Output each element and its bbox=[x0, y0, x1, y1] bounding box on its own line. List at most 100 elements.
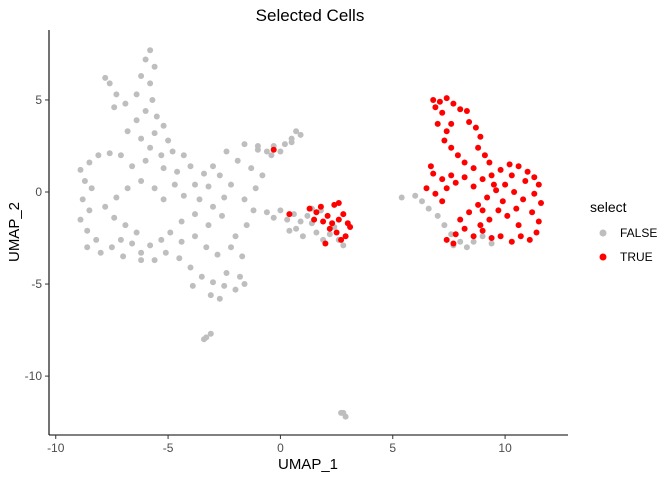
point-true bbox=[434, 120, 441, 127]
point-true bbox=[427, 163, 434, 170]
point-false bbox=[207, 292, 214, 299]
point-false bbox=[259, 172, 266, 179]
point-false bbox=[263, 148, 270, 155]
chart-title: Selected Cells bbox=[256, 6, 365, 25]
point-true bbox=[497, 166, 504, 173]
point-true bbox=[538, 200, 544, 206]
point-true bbox=[443, 95, 450, 102]
point-true bbox=[457, 106, 464, 113]
point-false bbox=[216, 295, 223, 302]
point-false bbox=[297, 131, 304, 138]
point-true bbox=[493, 187, 500, 194]
point-false bbox=[86, 159, 93, 166]
point-true bbox=[517, 233, 524, 240]
point-false bbox=[142, 108, 149, 114]
point-true bbox=[524, 168, 531, 175]
point-false bbox=[133, 91, 140, 98]
point-true bbox=[286, 211, 293, 218]
point-true bbox=[450, 240, 457, 247]
point-true bbox=[270, 146, 277, 153]
point-false bbox=[338, 409, 345, 416]
point-true bbox=[513, 205, 520, 212]
point-false bbox=[237, 273, 243, 280]
point-false bbox=[147, 242, 154, 249]
point-true bbox=[329, 220, 336, 227]
ticks-layer: -10 -5 0 5 10 -10 -5 0 5 bbox=[25, 93, 512, 455]
point-true bbox=[511, 189, 518, 195]
legend: select FALSE TRUE bbox=[590, 199, 657, 264]
point-true bbox=[508, 172, 515, 179]
point-false bbox=[201, 336, 207, 343]
point-false bbox=[268, 152, 275, 159]
point-true bbox=[479, 207, 486, 214]
y-axis-title: UMAP_2 bbox=[6, 202, 23, 262]
legend-key-false bbox=[599, 229, 607, 237]
point-true bbox=[520, 196, 527, 203]
point-false bbox=[133, 117, 140, 124]
point-false bbox=[160, 196, 167, 203]
point-true bbox=[340, 211, 347, 218]
point-false bbox=[214, 251, 221, 258]
point-true bbox=[535, 218, 542, 225]
point-false bbox=[192, 233, 198, 240]
point-false bbox=[95, 152, 102, 159]
point-false bbox=[228, 181, 234, 188]
point-false bbox=[479, 233, 486, 240]
point-true bbox=[475, 201, 482, 208]
point-false bbox=[117, 236, 124, 243]
point-true bbox=[522, 178, 529, 184]
point-true bbox=[439, 176, 446, 183]
point-false bbox=[147, 47, 154, 54]
point-true bbox=[439, 109, 446, 116]
point-false bbox=[178, 238, 185, 245]
point-false bbox=[88, 185, 95, 192]
point-false bbox=[248, 165, 255, 172]
point-false bbox=[281, 141, 288, 148]
point-false bbox=[122, 222, 129, 229]
point-false bbox=[111, 104, 118, 111]
series-false bbox=[77, 47, 495, 420]
point-false bbox=[207, 330, 214, 337]
point-true bbox=[452, 231, 459, 238]
point-false bbox=[174, 168, 181, 175]
point-false bbox=[124, 128, 131, 135]
point-true bbox=[430, 97, 437, 103]
point-false bbox=[223, 270, 230, 276]
point-true bbox=[475, 144, 482, 151]
point-true bbox=[461, 225, 468, 232]
point-false bbox=[239, 253, 246, 260]
point-false bbox=[192, 211, 198, 218]
point-false bbox=[297, 218, 304, 225]
y-tick-label: 5 bbox=[35, 93, 42, 107]
point-true bbox=[515, 222, 522, 229]
point-false bbox=[234, 157, 241, 164]
point-false bbox=[142, 56, 149, 63]
point-true bbox=[515, 163, 522, 170]
point-true bbox=[335, 200, 342, 206]
point-true bbox=[463, 108, 470, 114]
point-false bbox=[167, 229, 174, 236]
point-false bbox=[201, 170, 207, 177]
point-false bbox=[129, 240, 136, 247]
point-true bbox=[454, 152, 461, 159]
point-false bbox=[81, 178, 88, 184]
point-false bbox=[97, 249, 104, 256]
point-false bbox=[165, 137, 172, 144]
point-false bbox=[77, 166, 84, 173]
point-true bbox=[470, 233, 477, 240]
point-false bbox=[149, 97, 156, 103]
point-true bbox=[479, 176, 486, 183]
point-false bbox=[160, 122, 167, 129]
point-false bbox=[180, 152, 187, 159]
point-false bbox=[277, 148, 284, 155]
point-true bbox=[486, 159, 493, 166]
legend-title: select bbox=[590, 199, 627, 215]
point-false bbox=[117, 152, 124, 159]
point-false bbox=[210, 279, 216, 286]
point-false bbox=[86, 207, 93, 214]
point-false bbox=[142, 157, 149, 164]
point-false bbox=[241, 141, 248, 148]
point-true bbox=[338, 236, 345, 243]
point-true bbox=[317, 203, 324, 210]
